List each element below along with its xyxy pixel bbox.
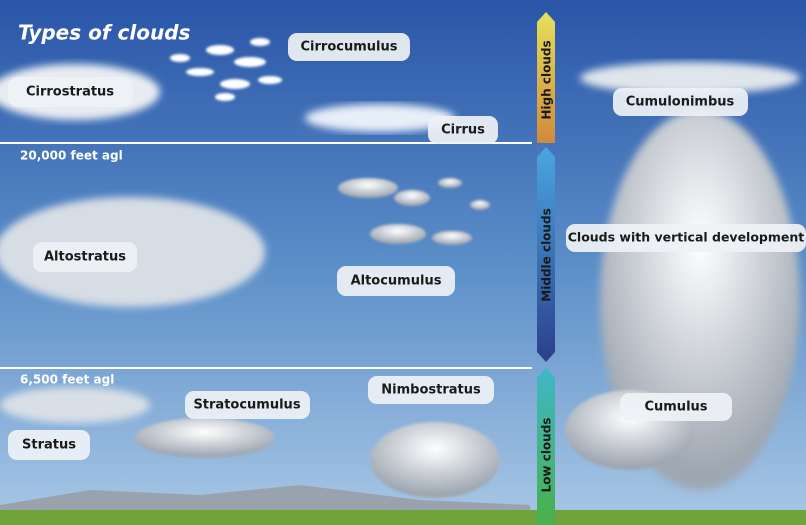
cloud-label: Cumulus <box>644 400 707 415</box>
title: Types of clouds <box>18 21 191 45</box>
band-label: High clouds <box>540 40 554 119</box>
altitude-label: 6,500 feet agl <box>20 373 114 387</box>
cloud-label: Cirrocumulus <box>301 40 398 55</box>
cloud-label: Nimbostratus <box>381 383 481 398</box>
diagram: High clouds Middle clouds Low clouds Typ… <box>0 0 806 525</box>
band-label: Low clouds <box>540 418 554 493</box>
cloud-label: Altostratus <box>44 250 126 265</box>
cloud-label: Cirrus <box>441 123 485 138</box>
cloud-label: Altocumulus <box>351 274 442 289</box>
cloud-label: Cirrostratus <box>26 85 114 100</box>
cloud-label: Clouds with vertical development <box>568 230 805 245</box>
band-label: Middle clouds <box>540 208 554 301</box>
cloud-label: Stratus <box>22 438 76 453</box>
cloud-label: Cumulonimbus <box>626 95 735 110</box>
altitude-label: 20,000 feet agl <box>20 149 123 163</box>
cloud-label: Stratocumulus <box>193 398 300 413</box>
